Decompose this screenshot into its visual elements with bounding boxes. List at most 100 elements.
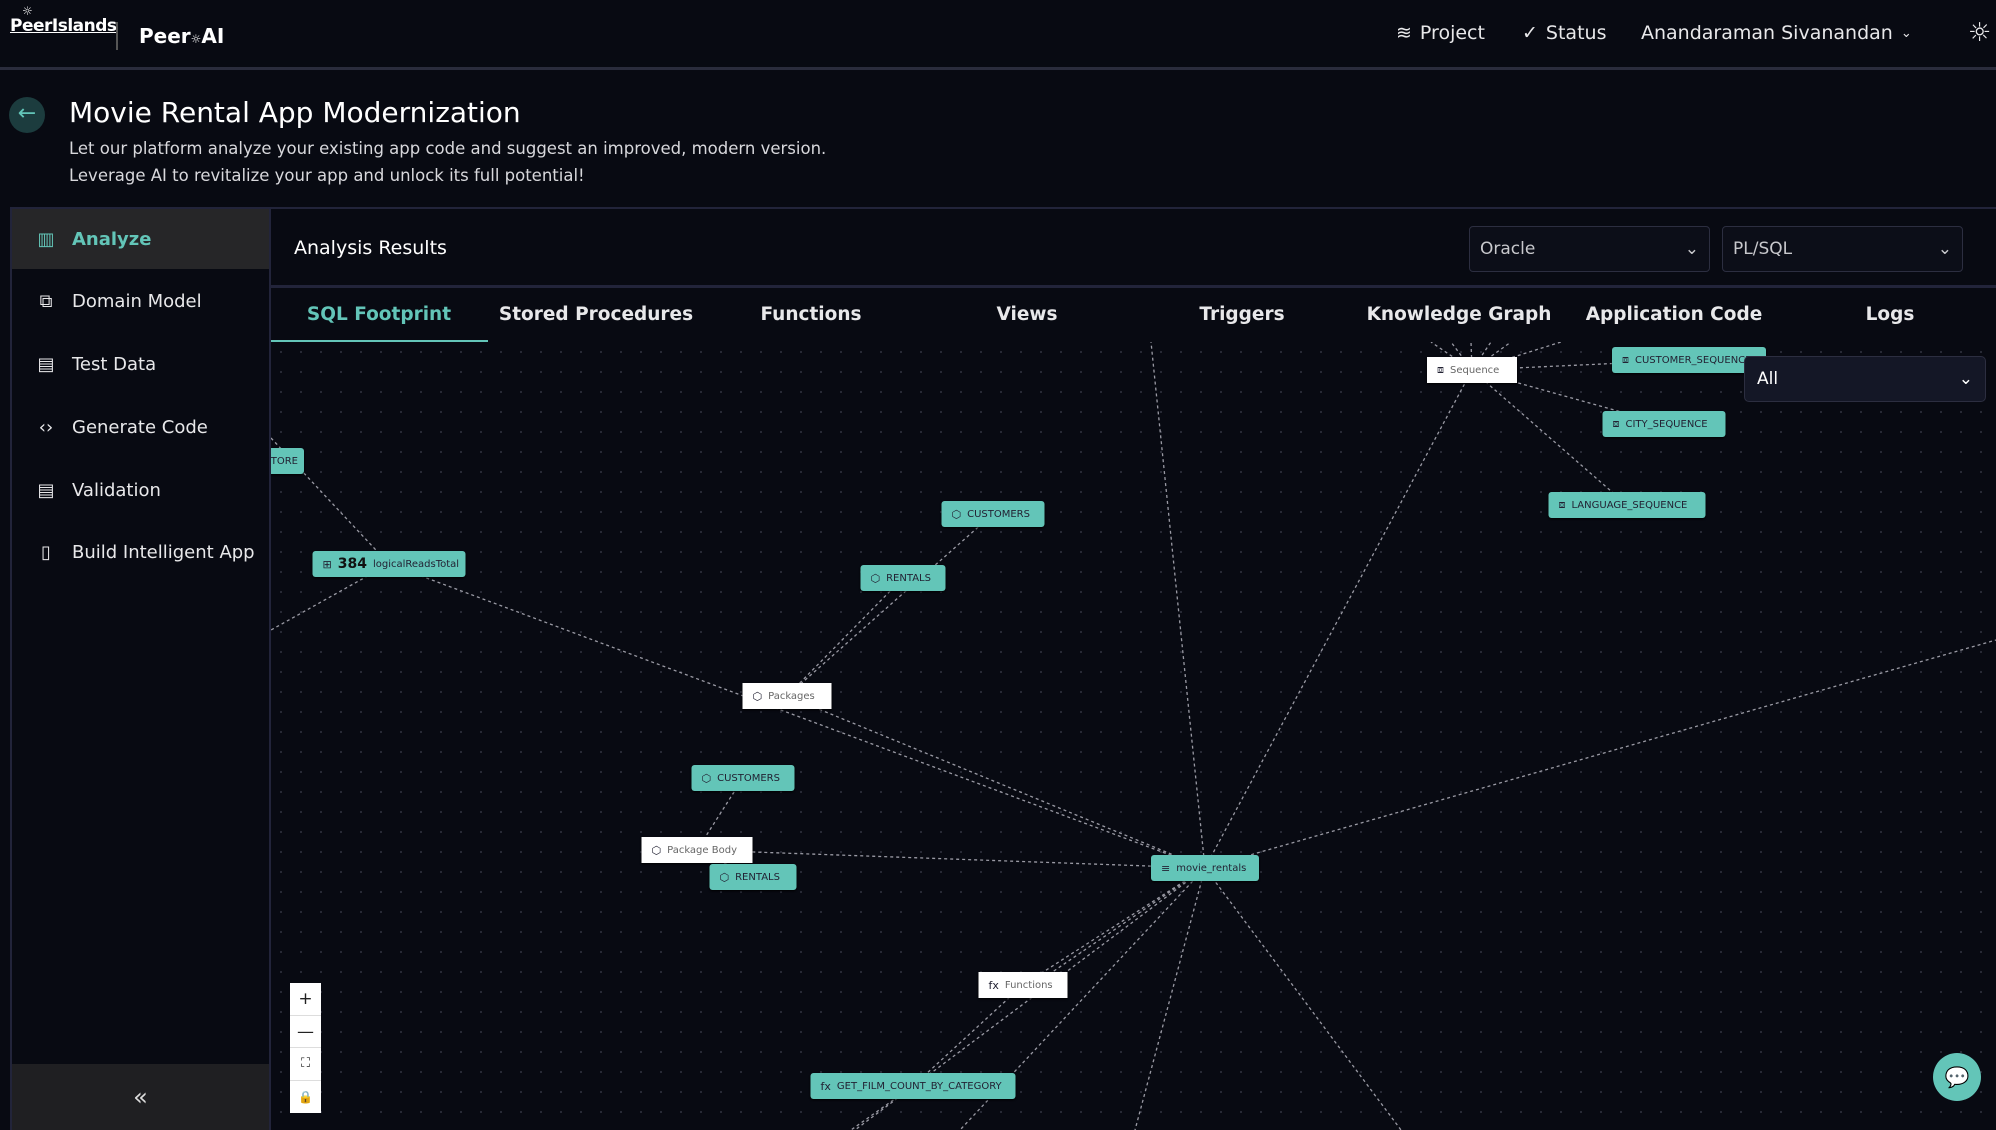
zoom-controls: + — ⛶ 🔒: [290, 983, 321, 1113]
sidebar-item-generate-code[interactable]: ‹› Generate Code: [12, 397, 269, 457]
chevron-down-icon: ⌄: [1937, 239, 1952, 259]
sidebar-item-validation[interactable]: ▤ Validation: [12, 460, 269, 520]
status-label: Status: [1545, 22, 1607, 44]
graph-edges: [271, 342, 1996, 1130]
graph-edge: [1204, 639, 1996, 869]
language-select[interactable]: PL/SQL ⌄: [1722, 226, 1963, 272]
graph-node[interactable]: ≡ movie_rentals: [1151, 855, 1259, 881]
graph-edge: [696, 849, 754, 878]
database-select-value: Oracle: [1480, 239, 1536, 259]
analysis-header: Analysis Results Oracle ⌄ PL/SQL ⌄: [271, 209, 1996, 288]
tab-functions[interactable]: Functions: [760, 304, 862, 325]
graph-node[interactable]: ⬡ RENTALS: [709, 864, 797, 890]
tab-stored-procedures[interactable]: Stored Procedures: [498, 304, 694, 325]
sidebar-item-build-intelligent-app[interactable]: ▯ Build Intelligent App: [12, 522, 269, 582]
project-nav[interactable]: ≋ Project: [1396, 22, 1485, 44]
status-nav[interactable]: ✓ Status: [1522, 22, 1606, 44]
graph-filter-value: All: [1757, 369, 1779, 389]
zoom-in-button[interactable]: +: [290, 983, 321, 1016]
project-label: Project: [1419, 22, 1485, 44]
lock-button[interactable]: 🔒: [298, 1089, 313, 1104]
tab-application-code[interactable]: Application Code: [1585, 304, 1763, 325]
sidebar-label: Build Intelligent App: [72, 541, 255, 563]
graph-edge: [1204, 369, 1473, 869]
package-icon: ⬡: [870, 571, 881, 585]
node-label: Packages: [768, 690, 815, 702]
tab-views[interactable]: Views: [996, 304, 1058, 325]
graph-edge: [696, 849, 1206, 869]
sidebar-label: Validation: [72, 479, 161, 501]
back-button[interactable]: ←: [9, 97, 45, 133]
tab-logs[interactable]: Logs: [1865, 304, 1915, 325]
graph-node[interactable]: ⬡ CUSTOMERS: [691, 765, 795, 791]
graph-node[interactable]: TORE: [271, 448, 304, 474]
sidebar-item-domain-model[interactable]: ⧉ Domain Model: [12, 271, 269, 331]
check-circle-icon: ✓: [1522, 22, 1538, 44]
sun-icon[interactable]: ☼: [1968, 18, 1992, 48]
metric-value: 384: [337, 556, 367, 572]
graph-node[interactable]: ⬡ Packages: [742, 683, 832, 709]
user-menu[interactable]: Anandaraman Sivanandan ⌄: [1641, 22, 1912, 44]
graph-edge: [1470, 342, 1473, 371]
database-select[interactable]: Oracle ⌄: [1469, 226, 1710, 272]
sidebar-item-test-data[interactable]: ▤ Test Data: [12, 334, 269, 394]
sidebar-item-analyze[interactable]: ▥ Analyze: [12, 209, 269, 269]
chevron-down-icon: ⌄: [1958, 369, 1973, 389]
graph-node[interactable]: fx GET_FILM_COUNT_BY_CATEGORY: [810, 1073, 1016, 1099]
collapse-sidebar-button[interactable]: «: [12, 1064, 269, 1130]
graph-node[interactable]: ⬡ RENTALS: [860, 565, 946, 591]
graph-filter-select[interactable]: All ⌄: [1744, 356, 1986, 402]
graph-node[interactable]: ⊞ 384 logicalReadsTotal: [312, 551, 466, 577]
node-label: CUSTOMERS: [967, 508, 1030, 520]
node-label: Sequence: [1450, 364, 1500, 376]
document-check-icon: ▤: [37, 479, 55, 501]
main-panel: Analysis Results Oracle ⌄ PL/SQL ⌄ SQL Foo…: [271, 207, 1996, 1130]
graph-node[interactable]: ⧈ CUSTOMER_SEQUENCE: [1612, 347, 1766, 373]
graph-node[interactable]: ⬡ Package Body: [641, 837, 753, 863]
database-icon: ≡: [1161, 861, 1171, 875]
fit-view-button[interactable]: ⛶: [290, 1048, 321, 1081]
node-label: LANGUAGE_SEQUENCE: [1571, 499, 1688, 511]
document-icon: ▤: [37, 353, 55, 375]
chat-bubble-icon: 💬: [1944, 1065, 1970, 1089]
package-icon: ⬡: [752, 689, 763, 703]
tab-triggers[interactable]: Triggers: [1199, 304, 1285, 325]
zoom-out-button[interactable]: —: [290, 1016, 321, 1048]
node-label: CUSTOMERS: [717, 772, 780, 784]
graph-edge: [271, 437, 390, 565]
code-icon: ‹›: [38, 416, 54, 438]
tab-knowledge-graph[interactable]: Knowledge Graph: [1366, 304, 1552, 325]
graph-node[interactable]: ⧈ CITY_SEQUENCE: [1602, 411, 1726, 437]
package-icon: ⬡: [719, 870, 730, 884]
sequence-icon: ⧈: [1622, 353, 1629, 366]
table-icon: ⊞: [322, 557, 332, 571]
package-icon: ⬡: [701, 771, 712, 785]
bar-chart-icon: ▥: [37, 228, 55, 250]
node-label: logicalReadsTotal: [372, 558, 460, 570]
page-title: Movie Rental App Modernization: [69, 96, 521, 129]
peerai-logo: Peer☼AI: [139, 24, 225, 48]
sidebar: ▥ Analyze ⧉ Domain Model ▤ Test Data ‹› Gene…: [10, 207, 271, 1130]
language-select-value: PL/SQL: [1733, 239, 1793, 259]
graph-node[interactable]: ⬡ CUSTOMERS: [941, 501, 1045, 527]
graph-edge: [388, 563, 1206, 869]
graph-edge: [912, 984, 1024, 1087]
graph-edge: [786, 695, 1206, 869]
chat-button[interactable]: 💬: [1933, 1053, 1981, 1101]
sidebar-label: Generate Code: [72, 416, 208, 438]
top-bar: ☼ PeerIslands Peer☼AI ≋ Project ✓ Status An…: [0, 0, 1996, 70]
graph-edge: [786, 577, 904, 697]
layers-icon: ≋: [1396, 22, 1412, 44]
logo-divider: [116, 22, 118, 50]
graph-edge: [271, 563, 390, 631]
function-icon: fx: [820, 1079, 831, 1093]
graph-canvas[interactable]: TORE ⊞ 384 logicalReadsTotal ⬡ CUSTOMERS ⬡ RENT…: [271, 342, 1996, 1130]
graph-node[interactable]: ⧈ Sequence: [1427, 357, 1517, 383]
app-add-icon: ▯: [41, 541, 51, 563]
page-subtitle-1: Let our platform analyze your existing a…: [69, 139, 827, 158]
graph-node[interactable]: ⧈ LANGUAGE_SEQUENCE: [1548, 492, 1706, 518]
chevron-down-icon: ⌄: [1900, 25, 1912, 41]
graph-edge: [1134, 867, 1206, 1130]
tab-sql-footprint[interactable]: SQL Footprint: [306, 304, 452, 325]
graph-node[interactable]: fx Functions: [978, 972, 1068, 998]
